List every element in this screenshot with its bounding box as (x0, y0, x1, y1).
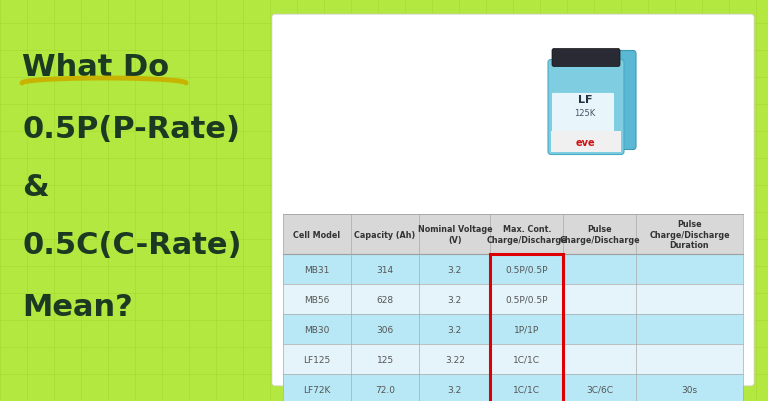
Bar (551, 131, 621, 152)
Text: LF125: LF125 (303, 355, 330, 364)
Bar (283, 255, 743, 284)
Bar (283, 215, 743, 255)
Bar (283, 344, 743, 374)
FancyBboxPatch shape (548, 60, 624, 155)
Text: 0.5P(P-Rate): 0.5P(P-Rate) (22, 115, 240, 144)
Bar (491, 255, 563, 401)
FancyBboxPatch shape (272, 15, 754, 386)
Text: LF: LF (578, 95, 592, 105)
Text: 125K: 125K (574, 108, 596, 117)
Text: 0.5P/0.5P: 0.5P/0.5P (505, 265, 548, 274)
Text: Pulse
Charge/Discharge
Duration: Pulse Charge/Discharge Duration (649, 219, 730, 250)
Text: What Do: What Do (22, 53, 169, 82)
Text: Capacity (Ah): Capacity (Ah) (355, 230, 415, 239)
Text: Pulse
Charge/Discharge: Pulse Charge/Discharge (559, 225, 640, 244)
Text: Mean?: Mean? (22, 293, 133, 322)
Text: 125: 125 (376, 355, 394, 364)
Text: 72.0: 72.0 (375, 385, 395, 394)
Text: 3.2: 3.2 (448, 385, 462, 394)
Text: 1C/1C: 1C/1C (513, 385, 541, 394)
Text: 306: 306 (376, 325, 394, 334)
Text: 30s: 30s (681, 385, 697, 394)
Text: 3.22: 3.22 (445, 355, 465, 364)
Text: &: & (22, 173, 48, 202)
Text: MB31: MB31 (304, 265, 329, 274)
Text: 1P/1P: 1P/1P (515, 325, 539, 334)
Text: 1C/1C: 1C/1C (513, 355, 541, 364)
Text: Nominal Voltage
(V): Nominal Voltage (V) (418, 225, 492, 244)
Bar (283, 314, 743, 344)
Text: LF72K: LF72K (303, 385, 331, 394)
Text: 314: 314 (376, 265, 394, 274)
Text: 3.2: 3.2 (448, 325, 462, 334)
FancyBboxPatch shape (552, 49, 620, 67)
Text: Max. Cont.
Charge/Discharge: Max. Cont. Charge/Discharge (486, 225, 567, 244)
Text: MB56: MB56 (304, 295, 329, 304)
Text: 3.2: 3.2 (448, 295, 462, 304)
FancyBboxPatch shape (556, 51, 636, 150)
Text: eve: eve (575, 138, 594, 148)
Text: MB30: MB30 (304, 325, 329, 334)
Text: Cell Model: Cell Model (293, 230, 340, 239)
Bar (283, 284, 743, 314)
Text: 3.2: 3.2 (448, 265, 462, 274)
Bar (283, 374, 743, 401)
FancyBboxPatch shape (552, 94, 614, 141)
Text: 3C/6C: 3C/6C (586, 385, 613, 394)
Text: 0.5C(C-Rate): 0.5C(C-Rate) (22, 231, 241, 260)
Text: 0.5P/0.5P: 0.5P/0.5P (505, 295, 548, 304)
Text: 628: 628 (376, 295, 394, 304)
